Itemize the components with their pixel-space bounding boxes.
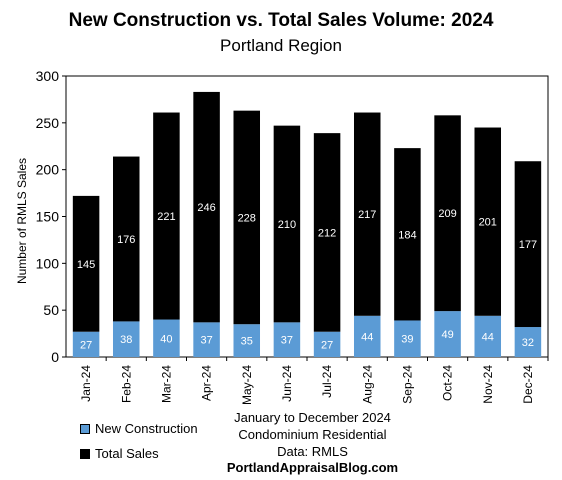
data-label-new-construction: 39 [401,334,413,346]
x-tick-label: Jan-24 [79,365,93,402]
bar-new-construction [193,322,220,357]
data-label-total-sales: 212 [318,227,336,239]
bar-new-construction [153,319,180,357]
data-label-total-sales: 209 [438,208,456,220]
data-label-new-construction: 35 [241,336,253,348]
bar-new-construction [353,315,381,357]
footer-property-type: Condominium Residential [238,427,387,442]
x-tick-label: Sep-24 [400,365,414,404]
bar-new-construction [273,322,301,357]
bar-total-sales [313,133,341,332]
bar-new-construction [434,311,461,357]
footer-date-range: January to December 2024 [234,410,391,425]
data-label-total-sales: 221 [157,211,175,223]
data-label-total-sales: 145 [77,259,95,271]
legend-swatch-new-construction [80,423,90,434]
bar-new-construction [514,327,542,357]
bar-total-sales [273,125,301,323]
data-label-total-sales: 201 [479,217,497,229]
chart-subtitle: Portland Region [220,36,342,55]
x-tick-label: Mar-24 [159,365,173,403]
y-tick-label: 300 [36,68,60,84]
data-label-total-sales: 176 [117,234,135,246]
bar-total-sales [193,91,220,323]
bar-total-sales [153,112,180,320]
bar-new-construction [474,315,502,357]
bar-new-construction [233,324,261,357]
bar-total-sales [112,156,140,322]
bar-new-construction [394,320,421,357]
x-tick-label: Feb-24 [119,365,133,403]
data-label-new-construction: 40 [160,333,172,345]
y-tick-label: 150 [36,209,60,225]
bar-total-sales [233,110,261,325]
footer-website: PortlandAppraisalBlog.com [226,460,399,475]
data-label-total-sales: 210 [278,219,296,231]
data-label-new-construction: 37 [281,335,293,347]
y-tick-label: 0 [51,349,59,365]
legend-item-total-sales: Total Sales [80,446,159,461]
y-tick-label: 250 [36,115,60,131]
data-label-total-sales: 184 [398,229,416,241]
data-label-new-construction: 38 [120,334,132,346]
data-label-total-sales: 177 [519,239,537,251]
bar-total-sales [353,112,381,316]
legend-item-new-construction: New Construction [80,421,198,436]
y-tick-label: 50 [43,302,59,318]
x-tick-label: May-24 [240,365,254,405]
data-label-new-construction: 27 [321,339,333,351]
bar-total-sales [394,148,421,321]
legend-swatch-total-sales [80,448,90,459]
x-tick-label: Apr-24 [200,365,214,401]
data-label-new-construction: 44 [361,331,373,343]
bar-new-construction [112,321,140,357]
data-label-new-construction: 44 [482,331,494,343]
footer-data-source: Data: RMLS [277,444,348,459]
x-tick-label: Oct-24 [441,365,455,401]
chart-title: New Construction vs. Total Sales Volume:… [68,10,494,31]
x-tick-label: Nov-24 [481,365,495,404]
data-label-new-construction: 37 [200,335,212,347]
data-label-total-sales: 228 [238,212,256,224]
bar-total-sales [474,127,502,316]
data-label-total-sales: 246 [197,202,215,214]
bar-total-sales [434,115,461,312]
x-tick-label: Jun-24 [280,365,294,402]
bar-new-construction [72,331,100,357]
y-tick-label: 100 [36,255,60,271]
bar-new-construction [313,331,341,357]
bar-total-sales [514,161,542,328]
legend-label-total-sales: Total Sales [95,446,159,461]
legend-label-new-construction: New Construction [95,421,198,436]
bar-total-sales [72,195,100,332]
data-label-new-construction: 32 [522,337,534,349]
x-tick-label: Dec-24 [521,365,535,404]
data-label-new-construction: 49 [441,329,453,341]
data-label-new-construction: 27 [80,339,92,351]
x-tick-label: Aug-24 [360,365,374,404]
x-tick-label: Jul-24 [320,365,334,398]
y-tick-label: 200 [36,162,60,178]
data-label-total-sales: 217 [358,209,376,221]
